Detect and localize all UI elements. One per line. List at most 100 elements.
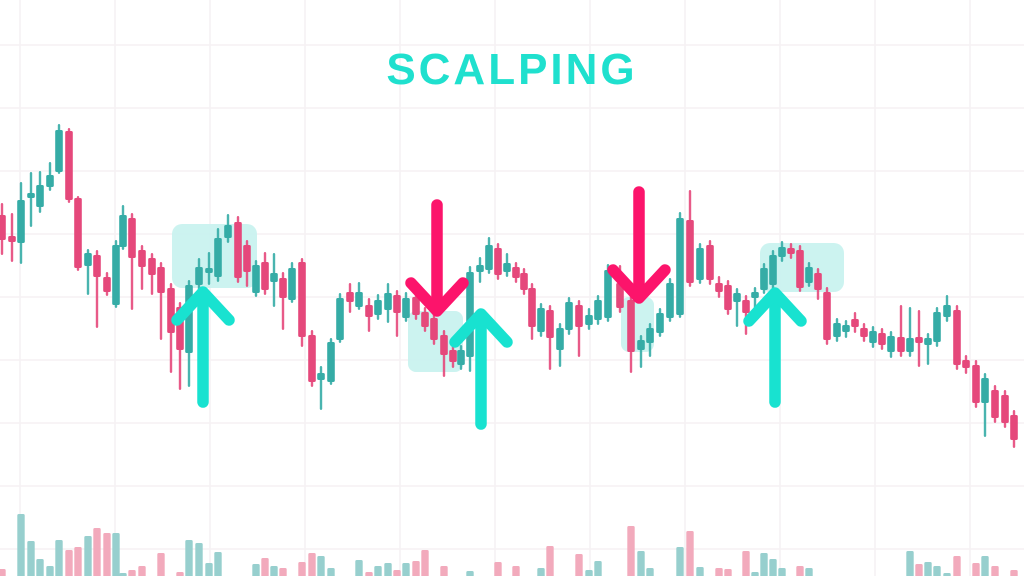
candle-body [686, 220, 694, 283]
bearish-candle [915, 310, 923, 367]
volume-bar [103, 533, 111, 576]
volume-bar [261, 558, 269, 576]
candle-body [742, 300, 750, 313]
bullish-candle [906, 307, 914, 357]
bearish-candle [724, 280, 732, 315]
bearish-candle [972, 360, 980, 408]
volume-bar [252, 564, 260, 576]
bullish-candle [594, 295, 602, 325]
bearish-candle [860, 323, 868, 342]
candle-body [616, 283, 624, 308]
bullish-candle [36, 171, 44, 213]
bearish-candle [706, 240, 714, 285]
volume-bar [494, 562, 502, 576]
bullish-candle [981, 373, 989, 437]
candle-body [897, 337, 905, 352]
bullish-candle [656, 308, 664, 337]
candle-body [157, 267, 165, 293]
volume-bar [317, 556, 325, 576]
candle-body [288, 268, 296, 300]
bearish-candle [686, 190, 694, 287]
volume-bar [17, 514, 25, 576]
volume-bar [402, 563, 410, 576]
candle-body [270, 273, 278, 282]
volume-bar [393, 570, 401, 576]
bullish-candle [833, 318, 841, 342]
candle-body [103, 277, 111, 292]
candle-body [520, 273, 528, 290]
bullish-candle [637, 335, 645, 368]
candle-body [185, 285, 193, 353]
candle-body [355, 292, 363, 307]
bearish-candle [440, 330, 448, 377]
bullish-candle [585, 308, 593, 330]
volume-bar [585, 570, 593, 576]
bearish-candle [234, 216, 242, 283]
bearish-candle [528, 283, 536, 340]
volume-bar [906, 551, 914, 576]
candle-body [93, 255, 101, 277]
candle-body [715, 283, 723, 292]
volume-bar [112, 533, 120, 576]
candle-body [724, 285, 732, 310]
bearish-candle [430, 313, 438, 345]
candle-body [833, 323, 841, 337]
bullish-candle [537, 303, 545, 337]
candle-body [384, 293, 392, 310]
volume-bar [119, 573, 127, 576]
candle-body [402, 298, 410, 318]
volume-bar [195, 543, 203, 576]
volume-bar [943, 573, 951, 576]
candle-body [298, 262, 306, 337]
volume-bar [537, 568, 545, 576]
bullish-candle [485, 237, 493, 274]
candle-body [814, 273, 822, 290]
candle-body [528, 288, 536, 327]
candle-body [27, 193, 35, 198]
volume-bar [981, 556, 989, 576]
volume-bar [93, 528, 101, 576]
bullish-candle [476, 257, 484, 283]
volume-bar [953, 556, 961, 576]
volume-bar [676, 547, 684, 576]
volume-bar [686, 531, 694, 576]
candle-body [36, 185, 44, 207]
bearish-candle [962, 355, 970, 374]
bearish-candle [298, 258, 306, 347]
candle-body [1001, 395, 1009, 423]
candle-body [751, 292, 759, 298]
candle-body [778, 247, 786, 257]
volume-bar [308, 553, 316, 576]
bullish-candle [556, 323, 564, 367]
candle-body [906, 338, 914, 352]
bearish-candle [0, 203, 6, 255]
bearish-candle [520, 268, 528, 295]
candle-body [972, 365, 980, 403]
candle-body [440, 335, 448, 355]
bearish-candle [421, 307, 429, 332]
candle-body [119, 215, 127, 247]
candle-body [575, 305, 583, 327]
candle-body [476, 265, 484, 272]
up-arrow-icon [743, 287, 807, 408]
candle-body [430, 318, 438, 340]
volume-bar [594, 561, 602, 576]
candle-body [336, 298, 344, 340]
candle-body [138, 250, 146, 267]
candle-body [205, 268, 213, 273]
candle-body [46, 175, 54, 187]
bearish-candle [8, 213, 16, 262]
volume-bar [374, 566, 382, 576]
up-arrow-icon [449, 308, 513, 430]
candle-body [421, 312, 429, 327]
bullish-candle [55, 124, 63, 174]
volume-bar [646, 568, 654, 576]
volume-bar [412, 561, 420, 576]
bullish-candle [760, 263, 768, 294]
candle-body [646, 328, 654, 343]
volume-bar [185, 540, 193, 576]
candle-body [842, 325, 850, 332]
volume-bar [327, 568, 335, 576]
candle-body [546, 310, 554, 338]
